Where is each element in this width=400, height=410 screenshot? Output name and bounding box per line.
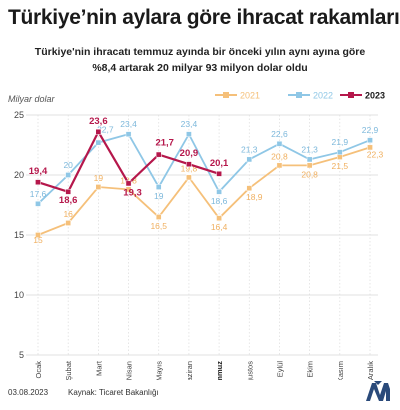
y-tick-label-25: 25 bbox=[14, 110, 24, 120]
data-label-2021-6: 16,4 bbox=[211, 222, 228, 232]
point-2021-4 bbox=[156, 214, 161, 219]
point-2023-0 bbox=[35, 180, 40, 185]
point-2023-2 bbox=[96, 129, 101, 134]
data-label-2022-8: 22,6 bbox=[271, 129, 288, 139]
series-line-2021 bbox=[38, 147, 370, 235]
point-2021-7 bbox=[247, 186, 252, 191]
legend-marker-2022 bbox=[296, 92, 302, 98]
data-label-2021-7: 18,9 bbox=[246, 192, 263, 202]
x-tick-label-0: Ocak bbox=[34, 361, 43, 379]
data-label-2021-10: 21,5 bbox=[332, 161, 349, 171]
point-2022-2 bbox=[96, 140, 101, 145]
footer-date: 03.08.2023 bbox=[8, 388, 48, 397]
data-label-2023-6: 20,1 bbox=[210, 158, 229, 169]
x-tick-label-6: Temmuz bbox=[215, 361, 224, 380]
data-label-2021-4: 16,5 bbox=[150, 221, 167, 231]
y-tick-label-5: 5 bbox=[19, 350, 24, 360]
data-label-2023-5: 20,9 bbox=[180, 148, 199, 159]
point-2022-1 bbox=[66, 172, 71, 177]
data-label-2022-0: 17,6 bbox=[30, 189, 47, 199]
data-label-2021-9: 20,8 bbox=[301, 169, 318, 179]
x-tick-label-1: Şubat bbox=[64, 360, 73, 380]
x-tick-label-8: Eylül bbox=[275, 361, 284, 378]
data-label-2022-4: 19 bbox=[154, 191, 164, 201]
data-label-2022-10: 21,9 bbox=[332, 137, 349, 147]
legend-marker-2023 bbox=[348, 92, 354, 98]
y-tick-label-15: 15 bbox=[14, 230, 24, 240]
point-2021-10 bbox=[337, 154, 342, 159]
data-label-2022-5: 23,4 bbox=[181, 119, 198, 129]
legend-label-2021: 2021 bbox=[240, 91, 260, 101]
point-2022-6 bbox=[216, 189, 221, 194]
x-tick-label-3: Nisan bbox=[125, 361, 134, 380]
point-2023-3 bbox=[126, 181, 131, 186]
data-label-2022-6: 18,6 bbox=[211, 196, 228, 206]
point-2023-1 bbox=[66, 189, 71, 194]
point-2023-4 bbox=[156, 152, 161, 157]
legend-marker-2021 bbox=[223, 92, 229, 98]
x-tick-label-9: Ekim bbox=[306, 361, 315, 378]
y-tick-label-20: 20 bbox=[14, 170, 24, 180]
data-label-2021-2: 19 bbox=[94, 173, 104, 183]
point-2023-6 bbox=[216, 171, 221, 176]
data-label-2021-0: 15 bbox=[33, 235, 43, 245]
point-2022-4 bbox=[156, 184, 161, 189]
data-label-2022-11: 22,9 bbox=[362, 125, 379, 135]
x-tick-label-10: Kasım bbox=[336, 361, 345, 380]
legend-label-2022: 2022 bbox=[313, 91, 333, 101]
x-tick-label-2: Mart bbox=[94, 360, 103, 376]
data-label-2022-3: 23,4 bbox=[120, 119, 137, 129]
point-2022-5 bbox=[186, 132, 191, 137]
x-tick-label-11: Aralık bbox=[366, 361, 375, 380]
line-chart: 5 10 15 20 25 Milyar dolar Ocak Şubat Mart Nisan M… bbox=[0, 0, 400, 380]
point-2023-5 bbox=[186, 162, 191, 167]
legend-label-2023: 2023 bbox=[365, 91, 385, 101]
point-2022-10 bbox=[337, 150, 342, 155]
data-label-2021-11: 22,3 bbox=[367, 149, 384, 159]
data-label-2023-1: 18,6 bbox=[59, 195, 78, 206]
y-axis-label: Milyar dolar bbox=[8, 94, 56, 104]
point-2021-5 bbox=[186, 175, 191, 180]
point-2021-8 bbox=[277, 163, 282, 168]
aa-logo-icon bbox=[366, 381, 390, 401]
data-label-2022-1: 20 bbox=[63, 160, 73, 170]
data-label-2022-9: 21,3 bbox=[301, 144, 318, 154]
point-2021-9 bbox=[307, 163, 312, 168]
x-tick-label-4: Mayıs bbox=[155, 361, 164, 380]
data-label-2023-2: 23,6 bbox=[89, 116, 108, 127]
footer-source: Kaynak: Ticaret Bakanlığı bbox=[68, 388, 159, 397]
point-2022-0 bbox=[35, 201, 40, 206]
x-tick-label-7: Ağustos bbox=[245, 361, 254, 380]
point-2021-2 bbox=[96, 184, 101, 189]
data-label-2021-1: 16 bbox=[63, 209, 73, 219]
point-2022-8 bbox=[277, 141, 282, 146]
point-2022-3 bbox=[126, 132, 131, 137]
point-2022-11 bbox=[367, 138, 372, 143]
x-tick-label-5: Haziran bbox=[185, 361, 194, 380]
y-tick-label-10: 10 bbox=[14, 290, 24, 300]
data-label-2023-4: 21,7 bbox=[155, 138, 174, 149]
point-2022-9 bbox=[307, 157, 312, 162]
point-2022-7 bbox=[247, 157, 252, 162]
data-label-2022-7: 21,3 bbox=[241, 144, 258, 154]
point-2021-1 bbox=[66, 220, 71, 225]
data-label-2021-8: 20,8 bbox=[271, 151, 288, 161]
point-2021-6 bbox=[216, 216, 221, 221]
data-label-2023-3: 19,3 bbox=[123, 187, 142, 198]
data-label-2023-0: 19,4 bbox=[29, 166, 48, 177]
